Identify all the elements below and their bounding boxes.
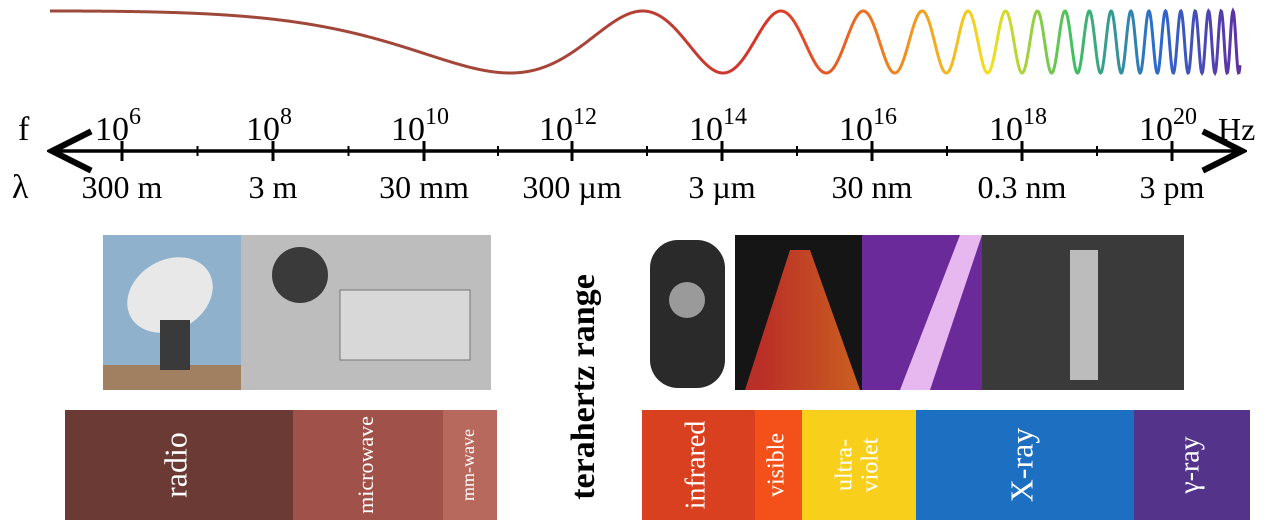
band-label: X-ray — [1003, 428, 1039, 503]
remote-pad — [669, 282, 705, 318]
wavelength-label: 3 pm — [1140, 169, 1205, 205]
band-label: γ-ray — [1174, 436, 1205, 494]
wavelength-label: 3 µm — [688, 169, 755, 205]
wavelength-label: 0.3 nm — [978, 169, 1067, 205]
frequency-unit: Hz — [1218, 111, 1255, 147]
frequency-label: 1012 — [539, 104, 597, 148]
xray-spine — [1070, 250, 1098, 380]
frequency-label: 1016 — [839, 104, 897, 148]
frequency-symbol: f — [18, 111, 30, 148]
dish-stand — [160, 320, 190, 370]
frequency-label: 1020 — [1139, 104, 1197, 148]
band-label: ultra- — [831, 439, 857, 491]
frequency-base: 10 — [246, 111, 280, 148]
wavelength-label: 30 mm — [379, 169, 469, 205]
wavelength-label: 30 nm — [832, 169, 913, 205]
band-label: microwave — [353, 416, 378, 514]
spectrum-diagram: f λ Hz 106108101010121014101610181020300… — [0, 0, 1274, 529]
frequency-label: 106 — [95, 104, 141, 148]
wavelength-symbol: λ — [12, 169, 29, 206]
frequency-base: 10 — [839, 111, 873, 148]
frequency-exponent: 10 — [425, 104, 449, 130]
band-bar — [65, 410, 1250, 520]
wavelength-label: 3 m — [249, 169, 298, 205]
frequency-exponent: 12 — [573, 104, 597, 130]
frequency-base: 10 — [391, 111, 425, 148]
frequency-base: 10 — [539, 111, 573, 148]
frequency-base: 10 — [989, 111, 1023, 148]
frequency-label: 1010 — [391, 104, 449, 148]
frequency-exponent: 8 — [280, 104, 292, 130]
band-label: violet — [858, 437, 884, 492]
wave — [50, 11, 1240, 73]
frequency-exponent: 14 — [723, 104, 747, 130]
photos — [103, 235, 1184, 390]
terahertz-label: terahertz range — [565, 274, 602, 500]
band-label: mm-wave — [458, 429, 478, 501]
frequency-base: 10 — [95, 111, 129, 148]
frequency-label: 1014 — [689, 104, 747, 148]
frequency-label: 108 — [246, 104, 292, 148]
photo-person-head — [272, 247, 328, 303]
frequency-exponent: 16 — [873, 104, 897, 130]
frequency-label: 1018 — [989, 104, 1047, 148]
photo-oven — [340, 290, 470, 360]
frequency-exponent: 6 — [129, 104, 141, 130]
band-label: visible — [764, 433, 790, 497]
frequency-base: 10 — [689, 111, 723, 148]
wavelength-label: 300 m — [82, 169, 163, 205]
frequency-exponent: 18 — [1023, 104, 1047, 130]
band-label: infrared — [680, 421, 711, 510]
frequency-base: 10 — [1139, 111, 1173, 148]
band-label: radio — [157, 432, 193, 498]
wavelength-label: 300 µm — [522, 169, 621, 205]
frequency-exponent: 20 — [1173, 104, 1197, 130]
